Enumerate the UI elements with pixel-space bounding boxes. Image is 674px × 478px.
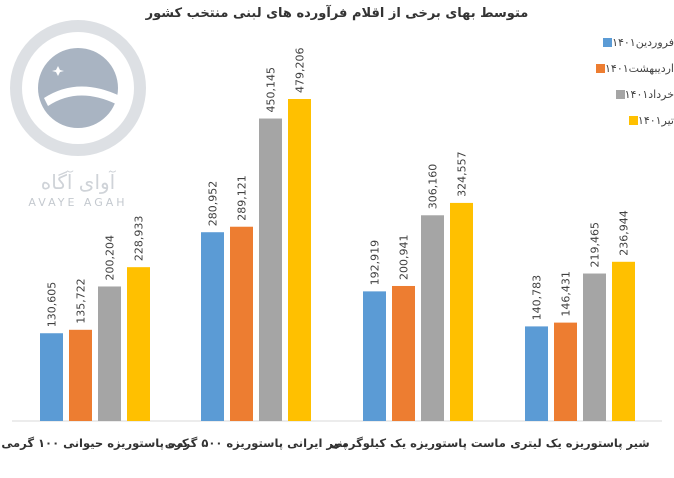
legend-item-tir: تیر۱۴۰۱ [570,112,674,128]
category-label-2: پنیر ایرانی پاستوریزه ۵۰۰ گرمی [165,436,348,451]
legend-item-farvardin: فروردین۱۴۰۱ [570,34,674,50]
data-label-tir-1: 228,933 [133,216,146,262]
bar-farvardin-1 [40,333,63,421]
category-label-3: ماست پاستوریزه یک کیلوگرمی [330,436,506,451]
legend-swatch-tir [628,115,638,125]
bar-tir-1 [127,267,150,421]
chart-title: متوسط بهای برخی از اقلام فرآورده های لبن… [145,6,529,21]
data-label-ordibehesht-1: 135,722 [75,278,88,324]
watermark-latin: AVAYE AGAH [28,196,128,209]
bar-ordibehesht-4 [554,322,577,421]
legend-swatch-khordad [615,89,625,99]
category-label-4: شیر پاستوریزه یک لیتری [510,436,649,451]
data-label-khordad-2: 450,145 [265,67,278,113]
legend-item-ordibehesht: اردیبهشت۱۴۰۱ [570,60,674,76]
bar-khordad-3 [421,215,444,421]
legend-label-khordad: خرداد۱۴۰۱ [624,87,674,101]
data-label-farvardin-1: 130,605 [46,282,59,328]
legend: فروردین۱۴۰۱ اردیبهشت۱۴۰۱ خرداد۱۴۰۱ تیر۱۴… [570,34,674,138]
bar-ordibehesht-2 [230,226,253,421]
data-label-khordad-3: 306,160 [427,164,440,210]
data-label-tir-2: 479,206 [294,48,307,94]
bar-khordad-1 [98,286,121,421]
bar-farvardin-3 [363,291,386,421]
bar-tir-4 [612,261,635,421]
watermark-brand: آوای آگاه [40,170,116,194]
data-label-khordad-1: 200,204 [104,235,117,281]
bar-khordad-2 [259,118,282,421]
bar-ordibehesht-3 [392,285,415,421]
avaye-agah-logo-icon [10,20,146,156]
bar-ordibehesht-1 [69,329,92,421]
legend-swatch-ordibehesht [596,63,606,73]
legend-swatch-farvardin [603,37,613,47]
category-label-1: کره پاستوریزه حیوانی ۱۰۰ گرمی [1,436,188,451]
data-label-tir-3: 324,557 [456,151,469,197]
bar-tir-3 [450,202,473,421]
watermark: آوای آگاه AVAYE AGAH [8,10,148,220]
data-label-tir-4: 236,944 [618,210,631,256]
bar-farvardin-2 [201,232,224,421]
data-label-ordibehesht-4: 146,431 [560,271,573,317]
data-label-farvardin-2: 280,952 [207,181,220,227]
data-label-farvardin-3: 192,919 [369,240,382,286]
legend-label-ordibehesht: اردیبهشت۱۴۰۱ [605,61,674,75]
legend-item-khordad: خرداد۱۴۰۱ [570,86,674,102]
data-label-ordibehesht-3: 200,941 [398,234,411,280]
data-label-ordibehesht-2: 289,121 [236,175,249,221]
bar-farvardin-4 [525,326,548,421]
bar-tir-2 [288,99,311,421]
data-label-farvardin-4: 140,783 [531,275,544,321]
bar-khordad-4 [583,273,606,421]
legend-label-tir: تیر۱۴۰۱ [637,113,674,127]
data-label-khordad-4: 219,465 [589,222,602,268]
legend-label-farvardin: فروردین۱۴۰۱ [612,35,674,49]
